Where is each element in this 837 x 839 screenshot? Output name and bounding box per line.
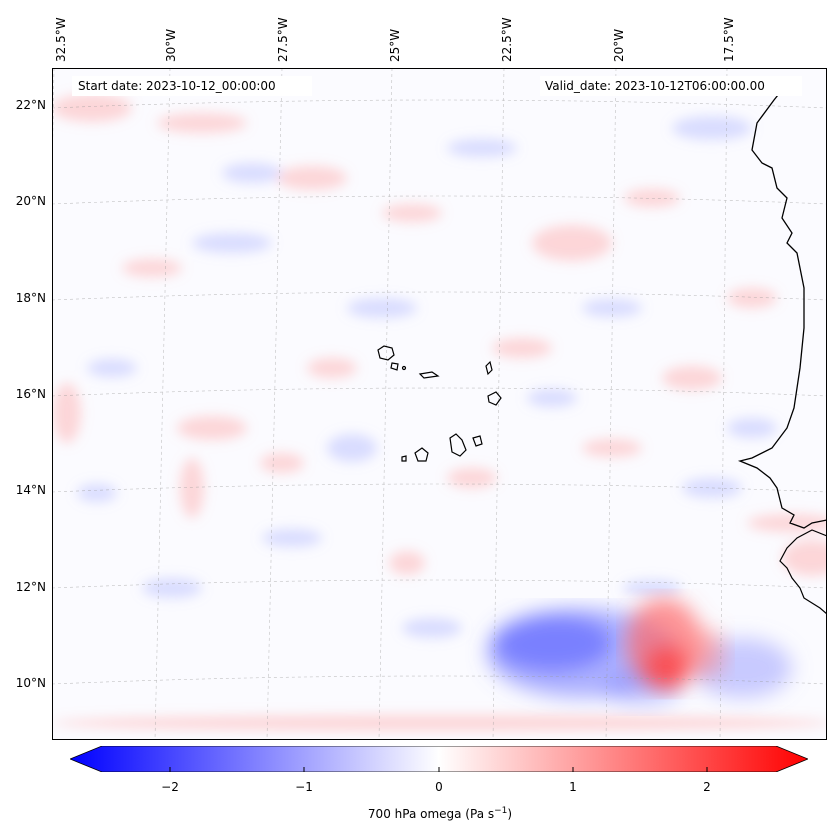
colorbar-gradient	[70, 746, 808, 772]
omega-map	[52, 68, 827, 740]
colorbar-tick-1: 1	[569, 780, 577, 794]
lon-tick-25w: 25°W	[388, 28, 402, 62]
lat-tick-22n: 22°N	[15, 98, 46, 112]
lat-tick-16n: 16°N	[15, 387, 46, 401]
graticule	[52, 68, 827, 740]
africa-coastline	[737, 89, 827, 529]
lat-tick-14n: 14°N	[15, 483, 46, 497]
cape-verde-islands	[377, 345, 502, 462]
lon-tick-22.5w: 22.5°W	[500, 17, 514, 62]
lon-tick-20w: 20°W	[612, 28, 626, 62]
lat-tick-18n: 18°N	[15, 291, 46, 305]
lon-tick-30w: 30°W	[164, 28, 178, 62]
africa-coastline-south	[779, 529, 827, 615]
lat-tick-12n: 12°N	[15, 580, 46, 594]
colorbar-tick-neg1: −1	[295, 780, 313, 794]
colorbar-tick-2: 2	[703, 780, 711, 794]
valid-date-label: Valid_date: 2023-10-12T06:00:00.00	[541, 77, 769, 95]
colorbar	[70, 746, 808, 772]
start-date-label: Start date: 2023-10-12_00:00:00	[74, 77, 280, 95]
lat-tick-20n: 20°N	[15, 194, 46, 208]
colorbar-tick-0: 0	[435, 780, 443, 794]
lon-tick-32.5w: 32.5°W	[54, 17, 68, 62]
omega-field	[52, 94, 827, 731]
lon-tick-27.5w: 27.5°W	[276, 17, 290, 62]
colorbar-label: 700 hPa omega (Pa s−1)	[367, 806, 513, 821]
colorbar-tick-marks	[169, 767, 708, 772]
colorbar-tick-neg2: −2	[161, 780, 179, 794]
lon-tick-17.5w: 17.5°W	[722, 17, 736, 62]
lat-tick-10n: 10°N	[15, 676, 46, 690]
map-border	[52, 68, 827, 740]
